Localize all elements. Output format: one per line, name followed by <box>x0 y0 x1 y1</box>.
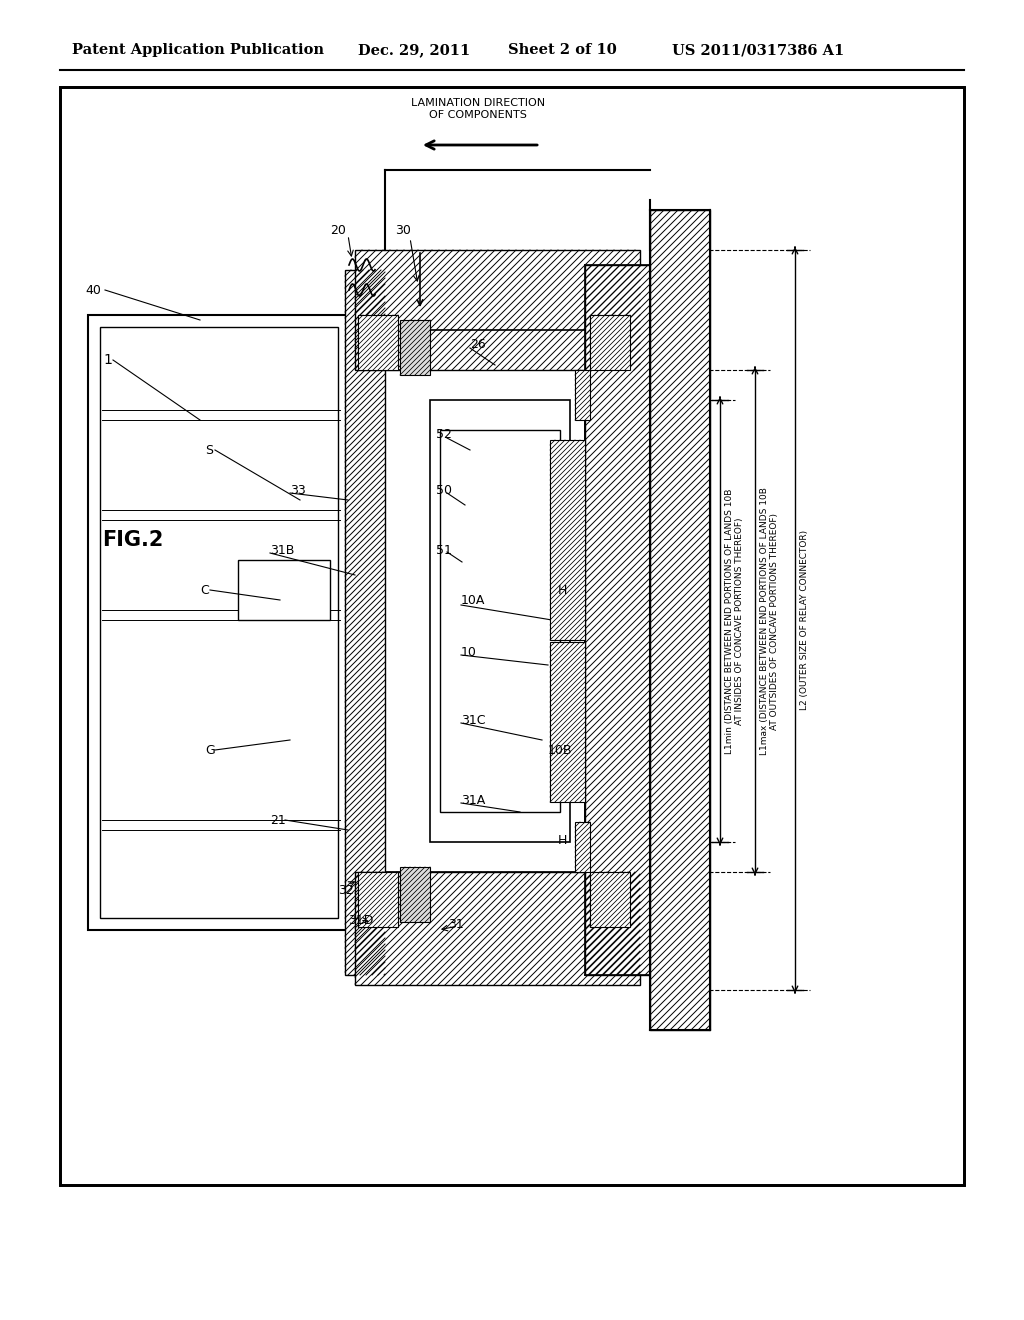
Text: Patent Application Publication: Patent Application Publication <box>72 44 324 57</box>
Text: FIG.2: FIG.2 <box>102 531 164 550</box>
Bar <box>590 873 630 927</box>
Text: 31A: 31A <box>461 793 485 807</box>
Text: 32: 32 <box>338 883 353 896</box>
Text: 31B: 31B <box>270 544 294 557</box>
Text: 31: 31 <box>449 919 464 932</box>
Text: L2 (OUTER SIZE OF RELAY CONNECTOR): L2 (OUTER SIZE OF RELAY CONNECTOR) <box>800 529 809 710</box>
Bar <box>358 315 398 370</box>
Bar <box>385 370 585 873</box>
Bar <box>575 822 590 873</box>
Text: 10: 10 <box>461 645 477 659</box>
Text: L1max (DISTANCE BETWEEN END PORTIONS OF LANDS 10B
AT OUTSIDES OF CONCAVE PORTION: L1max (DISTANCE BETWEEN END PORTIONS OF … <box>760 487 779 755</box>
Text: G: G <box>205 743 215 756</box>
Bar <box>88 315 350 931</box>
Bar <box>590 315 630 370</box>
Text: H: H <box>558 583 567 597</box>
Bar <box>400 867 430 921</box>
Bar <box>355 873 640 985</box>
Bar <box>100 327 338 917</box>
Text: 26: 26 <box>470 338 485 351</box>
Text: 20: 20 <box>330 223 346 236</box>
Bar <box>400 319 430 375</box>
Bar <box>550 642 585 803</box>
Bar <box>345 271 385 975</box>
Text: 33: 33 <box>290 483 306 496</box>
Bar <box>60 87 964 1185</box>
Text: 1: 1 <box>103 352 112 367</box>
Text: 10A: 10A <box>461 594 485 606</box>
Bar <box>355 249 640 370</box>
Bar <box>238 560 330 620</box>
Text: H: H <box>558 833 567 846</box>
Bar <box>585 265 650 975</box>
Text: 31C: 31C <box>461 714 485 726</box>
Text: C: C <box>200 583 209 597</box>
Text: 52: 52 <box>436 429 452 441</box>
Bar <box>440 430 560 812</box>
Bar <box>60 87 964 1185</box>
Bar <box>575 370 590 420</box>
Text: Sheet 2 of 10: Sheet 2 of 10 <box>508 44 616 57</box>
Bar <box>430 400 570 842</box>
Text: 51: 51 <box>436 544 452 557</box>
Bar <box>358 873 398 927</box>
Bar <box>550 440 585 640</box>
Text: 10B: 10B <box>548 743 572 756</box>
Text: US 2011/0317386 A1: US 2011/0317386 A1 <box>672 44 844 57</box>
Text: S: S <box>205 444 213 457</box>
Text: 21: 21 <box>270 813 286 826</box>
Text: L1min (DISTANCE BETWEEN END PORTIONS OF LANDS 10B
AT INSIDES OF CONCAVE PORTIONS: L1min (DISTANCE BETWEEN END PORTIONS OF … <box>725 488 744 754</box>
Text: LAMINATION DIRECTION
OF COMPONENTS: LAMINATION DIRECTION OF COMPONENTS <box>411 99 545 120</box>
Bar <box>650 210 710 1030</box>
Text: 31D: 31D <box>348 913 374 927</box>
Text: 40: 40 <box>85 284 101 297</box>
Text: Dec. 29, 2011: Dec. 29, 2011 <box>358 44 470 57</box>
Text: 30: 30 <box>395 223 411 236</box>
Text: 50: 50 <box>436 483 452 496</box>
